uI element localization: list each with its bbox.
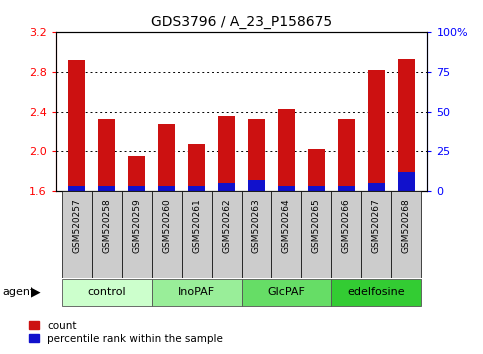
FancyBboxPatch shape xyxy=(152,279,242,307)
FancyBboxPatch shape xyxy=(271,191,301,278)
Text: GSM520263: GSM520263 xyxy=(252,198,261,253)
Bar xyxy=(368,70,385,183)
Bar xyxy=(218,116,235,183)
Text: GSM520264: GSM520264 xyxy=(282,198,291,253)
Text: agent: agent xyxy=(2,287,35,297)
Bar xyxy=(68,60,85,186)
Bar xyxy=(98,186,115,191)
Bar xyxy=(218,183,235,191)
Bar xyxy=(68,186,85,191)
Bar xyxy=(128,186,145,191)
Bar xyxy=(188,186,205,191)
FancyBboxPatch shape xyxy=(61,191,92,278)
Bar xyxy=(248,180,265,191)
Bar xyxy=(308,186,325,191)
Text: InoPAF: InoPAF xyxy=(178,287,215,297)
FancyBboxPatch shape xyxy=(242,191,271,278)
FancyBboxPatch shape xyxy=(61,279,152,307)
Text: GlcPAF: GlcPAF xyxy=(268,287,305,297)
Bar xyxy=(338,120,355,186)
Text: GSM520268: GSM520268 xyxy=(402,198,411,253)
Title: GDS3796 / A_23_P158675: GDS3796 / A_23_P158675 xyxy=(151,16,332,29)
Bar xyxy=(308,149,325,186)
Text: GSM520267: GSM520267 xyxy=(372,198,381,253)
Bar xyxy=(278,186,295,191)
FancyBboxPatch shape xyxy=(242,279,331,307)
Bar xyxy=(278,109,295,186)
Text: GSM520266: GSM520266 xyxy=(342,198,351,253)
FancyBboxPatch shape xyxy=(361,191,391,278)
Text: GSM520257: GSM520257 xyxy=(72,198,81,253)
FancyBboxPatch shape xyxy=(301,191,331,278)
Legend: count, percentile rank within the sample: count, percentile rank within the sample xyxy=(25,317,227,348)
Text: GSM520265: GSM520265 xyxy=(312,198,321,253)
Bar xyxy=(128,156,145,186)
Bar xyxy=(398,172,415,191)
Bar xyxy=(98,120,115,186)
FancyBboxPatch shape xyxy=(92,191,122,278)
Bar xyxy=(158,125,175,186)
Bar xyxy=(188,144,205,186)
Bar xyxy=(248,120,265,180)
Text: GSM520258: GSM520258 xyxy=(102,198,111,253)
FancyBboxPatch shape xyxy=(331,191,361,278)
Text: GSM520262: GSM520262 xyxy=(222,198,231,253)
Bar xyxy=(398,59,415,172)
FancyBboxPatch shape xyxy=(182,191,212,278)
Text: ▶: ▶ xyxy=(31,286,41,299)
Text: control: control xyxy=(87,287,126,297)
Text: GSM520260: GSM520260 xyxy=(162,198,171,253)
FancyBboxPatch shape xyxy=(212,191,242,278)
FancyBboxPatch shape xyxy=(331,279,422,307)
Bar xyxy=(158,186,175,191)
Bar xyxy=(338,186,355,191)
FancyBboxPatch shape xyxy=(122,191,152,278)
Text: GSM520259: GSM520259 xyxy=(132,198,141,253)
Text: edelfosine: edelfosine xyxy=(348,287,405,297)
FancyBboxPatch shape xyxy=(391,191,422,278)
Text: GSM520261: GSM520261 xyxy=(192,198,201,253)
Bar xyxy=(368,183,385,191)
FancyBboxPatch shape xyxy=(152,191,182,278)
